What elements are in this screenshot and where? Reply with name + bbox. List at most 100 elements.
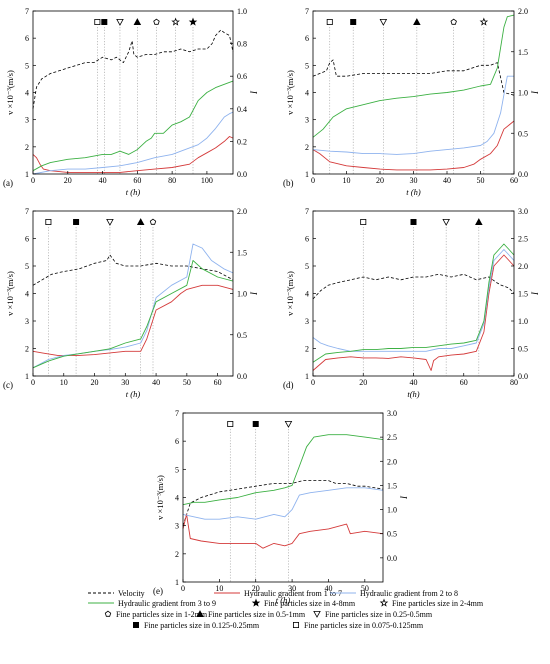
legend-marker xyxy=(104,610,112,617)
r-tick-label: 0.4 xyxy=(237,105,247,114)
event-marker xyxy=(252,420,259,427)
legend-item-m12: Fine particles size in 1-2mm xyxy=(104,610,208,619)
event-marker xyxy=(101,18,108,25)
event-marker xyxy=(153,18,160,25)
y-axis-label: v ×10⁻³(m/s) xyxy=(155,475,165,520)
event-marker xyxy=(149,218,157,225)
r-tick-label: 1.5 xyxy=(518,290,528,299)
y-tick-label: 3 xyxy=(25,317,29,326)
legend-marker xyxy=(292,622,299,629)
y-axis-label: v ×10⁻³(m/s) xyxy=(285,271,295,316)
series-line-i39 xyxy=(32,260,234,369)
r-tick-label: 0.0 xyxy=(237,372,247,381)
series-line-i28 xyxy=(32,243,234,369)
y-tick-label: 6 xyxy=(305,34,309,43)
r-tick-label: 0.2 xyxy=(237,137,247,146)
r-tick-label: 0.5 xyxy=(518,345,528,354)
r-tick-label: 1.5 xyxy=(237,248,247,257)
y-tick-label: 2 xyxy=(175,550,179,559)
r-tick-label: 0.0 xyxy=(237,170,247,179)
chart-panel: 0 10 20 30 40 50 1 2 3 4 5 6 7 0.0 0.5 1.0 1.5 2.0 2.5 3.0 t… xyxy=(153,409,409,605)
y-axis-label: v ×10⁻³(m/s) xyxy=(285,70,295,115)
r-tick-label: 0.5 xyxy=(518,129,528,138)
x-tick-label: 0 xyxy=(311,378,315,387)
legend-item-m051: Fine particles size in 0.5-1mm xyxy=(196,610,306,619)
r-tick-label: 1.0 xyxy=(237,290,247,299)
x-tick-label: 30 xyxy=(121,378,129,387)
x-tick-label: 60 xyxy=(133,176,141,185)
plot-frame xyxy=(182,412,384,583)
series-line-i39 xyxy=(312,14,515,138)
panel-label: (e) xyxy=(153,586,163,596)
y-tick-label: 2 xyxy=(25,345,29,354)
r-tick-label: 1.5 xyxy=(518,48,528,57)
x-tick-label: 30 xyxy=(410,176,418,185)
r-axis-label: I xyxy=(530,291,540,296)
y-tick-label: 7 xyxy=(305,7,309,16)
y-tick-label: 4 xyxy=(305,89,309,98)
y-tick-label: 6 xyxy=(175,437,179,446)
event-marker xyxy=(106,218,114,226)
y-tick-label: 2 xyxy=(25,143,29,152)
legend-item-i17: Hydraulic gradient from 1 to 7 xyxy=(214,589,342,598)
r-tick-label: 0.0 xyxy=(518,170,528,179)
x-tick-label: 50 xyxy=(477,176,485,185)
series-line-velocity xyxy=(32,29,234,109)
legend-marker xyxy=(196,610,204,617)
x-tick-label: 100 xyxy=(201,176,213,185)
r-tick-label: 2.5 xyxy=(518,235,528,244)
y-tick-label: 5 xyxy=(25,61,29,70)
y-tick-label: 7 xyxy=(305,207,309,216)
y-tick-label: 5 xyxy=(175,465,179,474)
legend-item-i28: Hydraulic gradient from 2 to 8 xyxy=(330,589,458,598)
y-tick-label: 6 xyxy=(25,34,29,43)
y-tick-label: 6 xyxy=(305,235,309,244)
event-marker xyxy=(136,218,145,226)
r-axis-label: I xyxy=(399,495,409,500)
x-tick-label: 0 xyxy=(311,176,315,185)
y-axis-label: v ×10⁻³(m/s) xyxy=(5,70,15,115)
x-tick-label: 40 xyxy=(99,176,107,185)
x-tick-label: 20 xyxy=(376,176,384,185)
r-tick-label: 2.0 xyxy=(387,457,397,466)
y-tick-label: 5 xyxy=(305,61,309,70)
x-tick-label: 10 xyxy=(215,584,223,593)
event-marker xyxy=(410,218,417,225)
legend-label: Velocity xyxy=(118,589,145,598)
y-tick-label: 3 xyxy=(305,317,309,326)
y-tick-label: 2 xyxy=(305,345,309,354)
legend-label: Fine particles size in 0.5-1mm xyxy=(208,610,306,619)
panel-label: (d) xyxy=(283,380,294,390)
r-tick-label: 2.0 xyxy=(518,262,528,271)
r-tick-label: 0.6 xyxy=(237,72,247,81)
x-tick-label: 60 xyxy=(510,176,518,185)
r-axis-label: I xyxy=(530,90,540,95)
series-line-i17 xyxy=(32,136,234,173)
event-marker xyxy=(413,18,421,26)
panel-label: (b) xyxy=(283,178,294,188)
legend-label: Hydraulic gradient from 2 to 8 xyxy=(360,589,458,598)
x-tick-label: 40 xyxy=(443,176,451,185)
event-marker xyxy=(475,218,483,226)
y-tick-label: 2 xyxy=(305,143,309,152)
r-tick-label: 0.5 xyxy=(237,331,247,340)
r-tick-label: 2.5 xyxy=(387,433,397,442)
legend-label: Fine particles size in 2-4mm xyxy=(392,599,484,608)
event-marker xyxy=(116,18,124,26)
event-marker xyxy=(379,18,388,26)
legend-marker xyxy=(313,611,321,618)
series-line-i28 xyxy=(182,487,384,520)
event-marker xyxy=(479,17,489,26)
plot-frame xyxy=(32,10,234,175)
y-axis-label: v ×10⁻³(m/s) xyxy=(5,271,15,316)
r-tick-label: 1.5 xyxy=(387,481,397,490)
series-line-i28 xyxy=(312,75,514,155)
x-tick-label: 40 xyxy=(324,584,332,593)
legend-label: Fine particles size in 0.25-0.5mm xyxy=(325,610,433,619)
x-tick-label: 30 xyxy=(288,584,296,593)
legend-label: Fine particles size in 0.125-0.25mm xyxy=(144,621,260,630)
y-tick-label: 1 xyxy=(25,372,29,381)
panel-label: (a) xyxy=(3,178,13,188)
y-tick-label: 7 xyxy=(175,409,179,418)
r-tick-label: 2.0 xyxy=(518,7,528,16)
